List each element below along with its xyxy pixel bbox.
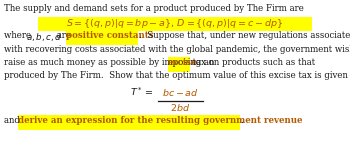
Text: $a, b, c, d$: $a, b, c, d$ [26,31,62,43]
FancyBboxPatch shape [168,57,190,72]
Text: and: and [4,116,23,125]
Text: raise as much money as possible by imposing an: raise as much money as possible by impos… [4,58,217,67]
Text: with recovering costs associated with the global pandemic, the government wishes: with recovering costs associated with th… [4,45,350,53]
Text: tax on products such as that: tax on products such as that [190,58,315,67]
Text: .  Suppose that, under new regulations associated: . Suppose that, under new regulations as… [139,31,350,40]
Text: $T^* =$: $T^* =$ [130,86,153,98]
Text: excise: excise [168,58,197,67]
FancyBboxPatch shape [66,30,138,45]
Text: .: . [240,116,243,125]
FancyBboxPatch shape [18,115,240,130]
Text: derive an expression for the resulting government revenue: derive an expression for the resulting g… [18,116,302,125]
Text: are: are [54,31,74,40]
Text: where: where [4,31,34,40]
Text: produced by The Firm.  Show that the optimum value of this excise tax is given b: produced by The Firm. Show that the opti… [4,72,350,80]
Text: $bc - ad$: $bc - ad$ [162,87,198,98]
FancyBboxPatch shape [38,16,312,31]
Text: The supply and demand sets for a product produced by The Firm are: The supply and demand sets for a product… [4,4,304,13]
Text: positive constants: positive constants [66,31,154,40]
Text: $2bd$: $2bd$ [170,102,190,113]
Text: $S = \{(q, p)|q = bp - a\},\, D = \{(q, p)|q = c - dp\}$: $S = \{(q, p)|q = bp - a\},\, D = \{(q, … [66,18,284,31]
